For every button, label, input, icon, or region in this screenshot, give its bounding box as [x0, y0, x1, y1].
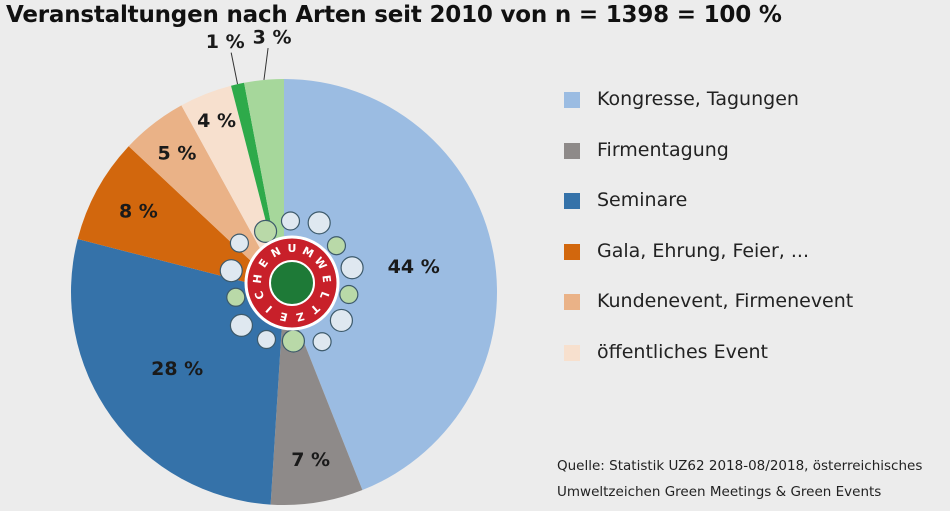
logo-bubble — [226, 287, 246, 307]
slice-label-6: 4 % — [197, 110, 236, 132]
legend-swatch — [564, 142, 580, 159]
logo-bubble — [329, 308, 354, 333]
logo-bubble — [256, 329, 277, 350]
logo-bubble — [281, 329, 306, 353]
pie-slice-4 — [77, 146, 284, 292]
legend-swatch — [564, 193, 580, 209]
logo-letter: H — [251, 273, 265, 284]
logo-bubble — [307, 211, 331, 235]
legend-label: Kundenevent, Firmenevent — [597, 290, 854, 312]
logo-bubble — [229, 233, 250, 253]
pie-slice-1 — [284, 79, 497, 491]
logo-letter: U — [288, 242, 297, 255]
logo-bubble — [280, 211, 301, 231]
logo-bubble — [326, 236, 347, 256]
logo-letter: E — [319, 274, 333, 283]
slice-label-3: 28 % — [151, 358, 203, 380]
logo-bubble — [312, 332, 332, 352]
logo-bubble — [229, 313, 254, 337]
logo-letter: Z — [295, 309, 306, 324]
logo-letter: W — [312, 255, 330, 272]
logo-center — [269, 260, 315, 306]
legend-swatch — [564, 92, 580, 108]
logo-bubble — [339, 284, 359, 305]
slice-label-2: 7 % — [291, 449, 330, 471]
leader-line-7 — [230, 52, 239, 85]
legend-swatch — [564, 294, 580, 310]
logo-letter: L — [317, 290, 332, 301]
source-line-2: Umweltzeichen Green Meetings & Green Eve… — [557, 484, 882, 500]
legend-swatch — [564, 243, 580, 260]
logo-letter: M — [300, 244, 316, 261]
slice-label-4: 8 % — [119, 200, 158, 222]
legend-label: Kongresse, Tagungen — [597, 88, 799, 110]
logo-bubble — [219, 259, 243, 283]
slice-label-5: 5 % — [158, 142, 197, 164]
source-line-1: Quelle: Statistik UZ62 2018-08/2018, öst… — [557, 458, 923, 474]
legend-label: Firmentagung — [597, 138, 729, 161]
slice-label-7: 1 % — [206, 31, 245, 53]
legend-swatch — [564, 344, 580, 361]
chart-title: Veranstaltungen nach Arten seit 2010 von… — [6, 2, 782, 28]
legend-label: Gala, Ehrung, Feier, ... — [597, 239, 810, 262]
slice-label-1: 44 % — [388, 256, 440, 278]
logo-bubble — [340, 256, 364, 280]
logo-letter: E — [279, 309, 289, 323]
legend-label: öffentliches Event — [597, 340, 768, 363]
logo-bubble — [253, 219, 278, 243]
legend-label: Seminare — [597, 189, 688, 211]
logo-letter: I — [263, 303, 275, 315]
leader-line-8 — [263, 47, 269, 81]
slice-label-8: 3 % — [253, 27, 292, 49]
source-note: Quelle: Statistik UZ62 2018-08/2018, öst… — [557, 453, 922, 505]
